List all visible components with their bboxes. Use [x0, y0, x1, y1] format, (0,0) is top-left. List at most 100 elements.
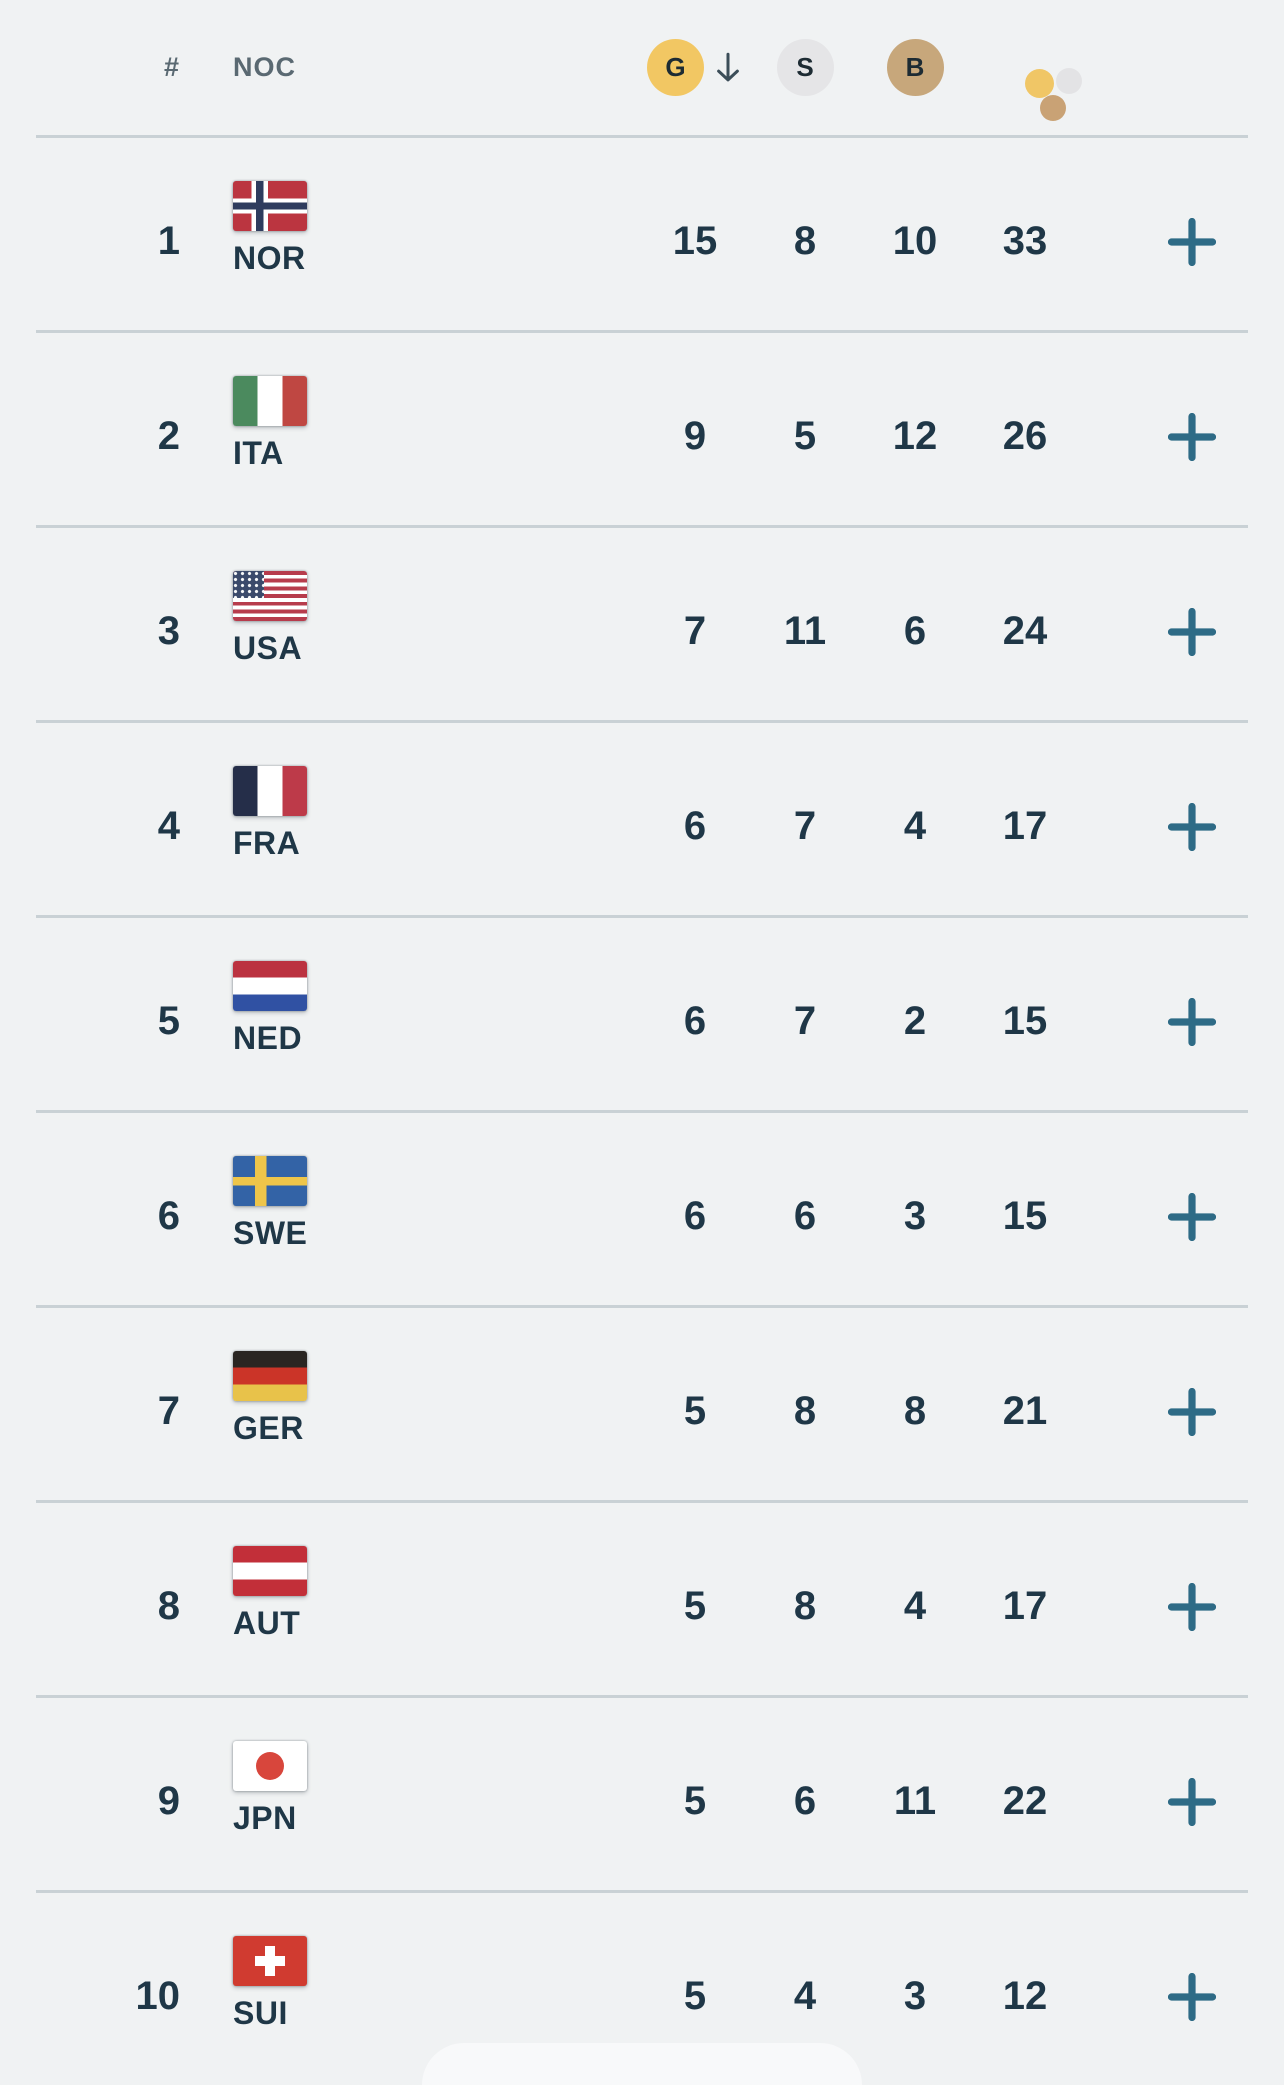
noc-cell: NED [233, 960, 307, 1057]
plus-icon [1168, 412, 1216, 461]
usa-flag-icon [233, 570, 307, 621]
silver-count: 6 [793, 1779, 817, 1823]
jpn-flag-icon [233, 1740, 307, 1791]
bronze-count: 11 [893, 1779, 937, 1823]
noc-code: NED [233, 1019, 303, 1056]
gold-count: 5 [683, 1389, 707, 1433]
gold-count: 5 [683, 1584, 707, 1628]
silver-count: 5 [793, 414, 817, 458]
plus-icon [1168, 217, 1216, 266]
bronze-count: 6 [903, 609, 927, 653]
medal-table-row: 7 GER 5 8 8 21 [0, 1305, 1284, 1500]
sort-descending-arrow-icon [717, 52, 739, 81]
silver-count: 8 [793, 219, 817, 263]
noc-cell: USA [233, 570, 307, 667]
expand-row-button[interactable] [1166, 606, 1218, 658]
sort-by-silver-button[interactable]: S [776, 39, 834, 96]
sort-by-bronze-button[interactable]: B [886, 39, 944, 96]
rank-value: 1 [157, 219, 180, 263]
total-count: 17 [1002, 804, 1048, 848]
bronze-count: 8 [903, 1389, 927, 1433]
rank-value: 3 [157, 609, 180, 653]
noc-code: AUT [233, 1604, 301, 1641]
medal-table-row: 8 AUT 5 8 4 17 [0, 1500, 1284, 1695]
medal-table-row: 9 JPN 5 6 11 22 [0, 1695, 1284, 1890]
rank-value: 6 [157, 1194, 180, 1238]
rank-value: 5 [157, 999, 180, 1043]
noc-cell: JPN [233, 1740, 307, 1837]
total-count: 15 [1002, 1194, 1048, 1238]
noc-cell: GER [233, 1350, 307, 1447]
expand-row-button[interactable] [1166, 1581, 1218, 1633]
rank-value: 10 [135, 1974, 181, 2018]
silver-count: 11 [783, 609, 827, 653]
expand-row-button[interactable] [1166, 1971, 1218, 2023]
rank-column-header: # [163, 52, 180, 82]
nor-flag-icon [233, 180, 307, 231]
ger-flag-icon [233, 1350, 307, 1401]
plus-icon [1168, 802, 1216, 851]
silver-count: 6 [793, 1194, 817, 1238]
noc-cell: NOR [233, 180, 307, 277]
medal-table-header: # NOC G S B [0, 0, 1284, 135]
medal-table-row: 1 NOR 15 8 10 33 [0, 135, 1284, 330]
gold-count: 6 [683, 999, 707, 1043]
expand-row-button[interactable] [1166, 996, 1218, 1048]
medal-table-row: 2 ITA 9 5 12 26 [0, 330, 1284, 525]
bottom-sheet-peek[interactable] [422, 2043, 862, 2085]
noc-cell: SUI [233, 1935, 307, 2032]
total-count: 12 [1002, 1974, 1048, 2018]
noc-cell: AUT [233, 1545, 307, 1642]
total-count: 22 [1002, 1779, 1048, 1823]
gold-count: 9 [683, 414, 707, 458]
plus-icon [1168, 1777, 1216, 1826]
noc-cell: FRA [233, 765, 307, 862]
expand-row-button[interactable] [1166, 1386, 1218, 1438]
gold-count: 6 [683, 804, 707, 848]
total-count: 15 [1002, 999, 1048, 1043]
swe-flag-icon [233, 1155, 307, 1206]
expand-row-button[interactable] [1166, 216, 1218, 268]
silver-count: 8 [793, 1389, 817, 1433]
bronze-count: 4 [903, 804, 927, 848]
noc-code: ITA [233, 434, 284, 471]
ita-flag-icon [233, 375, 307, 426]
medal-table-row: 3 USA 7 11 6 24 [0, 525, 1284, 720]
noc-code: NOR [233, 239, 306, 276]
expand-row-button[interactable] [1166, 1191, 1218, 1243]
plus-icon [1168, 607, 1216, 656]
expand-row-button[interactable] [1166, 411, 1218, 463]
noc-code: SUI [233, 1994, 288, 2031]
sui-flag-icon [233, 1935, 307, 1986]
fra-flag-icon [233, 765, 307, 816]
silver-medal-icon: S [776, 39, 834, 96]
bronze-count: 12 [892, 414, 938, 458]
bronze-count: 3 [903, 1974, 927, 2018]
total-count: 33 [1002, 219, 1048, 263]
rank-value: 2 [157, 414, 180, 458]
expand-row-button[interactable] [1166, 801, 1218, 853]
rank-value: 4 [157, 804, 180, 848]
silver-count: 4 [793, 1974, 817, 2018]
bronze-count: 10 [892, 219, 938, 263]
gold-count: 5 [683, 1974, 707, 2018]
aut-flag-icon [233, 1545, 307, 1596]
noc-cell: SWE [233, 1155, 308, 1252]
rank-value: 7 [157, 1389, 180, 1433]
ned-flag-icon [233, 960, 307, 1011]
rank-value: 9 [157, 1779, 180, 1823]
plus-icon [1168, 1192, 1216, 1241]
noc-code: SWE [233, 1214, 308, 1251]
expand-row-button[interactable] [1166, 1776, 1218, 1828]
plus-icon [1168, 1972, 1216, 2021]
total-count: 21 [1002, 1389, 1048, 1433]
medal-table-row: 4 FRA 6 7 4 17 [0, 720, 1284, 915]
bronze-medal-icon: B [886, 39, 944, 96]
sort-by-gold-button[interactable]: G [647, 39, 743, 96]
medal-table-row: 5 NED 6 7 2 15 [0, 915, 1284, 1110]
noc-code: USA [233, 629, 303, 666]
noc-column-header: NOC [233, 52, 296, 82]
noc-code: GER [233, 1409, 304, 1446]
silver-count: 8 [793, 1584, 817, 1628]
